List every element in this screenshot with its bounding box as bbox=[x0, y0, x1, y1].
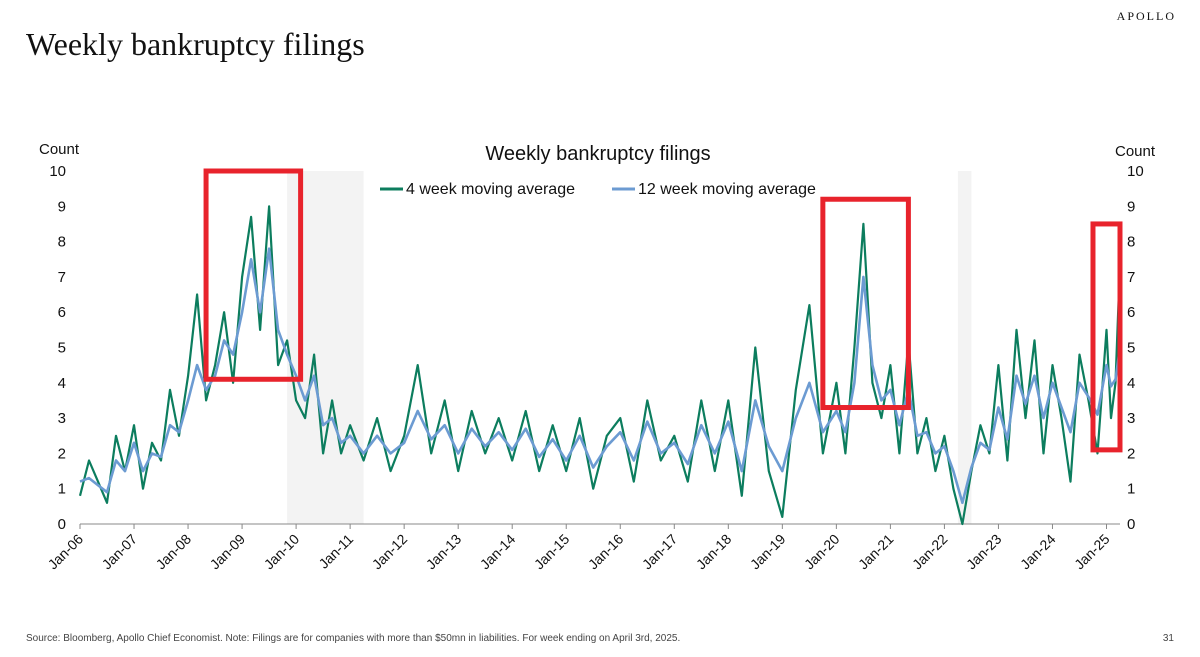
y-tick-right: 2 bbox=[1127, 445, 1135, 462]
x-tick-label: Jan-21 bbox=[855, 531, 897, 573]
legend-label-4wk: 4 week moving average bbox=[406, 181, 575, 198]
y-tick-right: 1 bbox=[1127, 481, 1135, 498]
x-tick-label: Jan-06 bbox=[45, 531, 87, 573]
y-axis-label-left: Count bbox=[39, 141, 80, 158]
x-tick-label: Jan-17 bbox=[639, 531, 681, 573]
y-tick-left: 8 bbox=[58, 234, 66, 251]
x-tick-label: Jan-09 bbox=[207, 531, 249, 573]
highlight-box-3 bbox=[1090, 221, 1123, 453]
y-tick-left: 1 bbox=[58, 481, 66, 498]
x-tick-label: Jan-16 bbox=[585, 531, 627, 573]
y-tick-left: 2 bbox=[58, 445, 66, 462]
x-axis: Jan-06 Jan-07 Jan-08 Jan-09 Jan-10 Jan-11 Jan-… bbox=[45, 523, 1120, 573]
y-tick-right: 7 bbox=[1127, 269, 1135, 286]
y-tick-right: 0 bbox=[1127, 516, 1135, 533]
bankruptcy-chart: Weekly bankruptcy filings Count Count 4 … bbox=[39, 141, 1156, 573]
x-tick-label: Jan-22 bbox=[909, 531, 951, 573]
y-tick-right: 10 bbox=[1127, 163, 1144, 180]
y-tick-right: 4 bbox=[1127, 375, 1135, 392]
y-tick-left: 4 bbox=[58, 375, 66, 392]
legend: 4 week moving average 12 week moving ave… bbox=[380, 181, 816, 198]
highlight-box-1 bbox=[203, 168, 304, 382]
x-tick-label: Jan-14 bbox=[477, 531, 519, 573]
x-tick-label: Jan-12 bbox=[369, 531, 411, 573]
y-tick-left: 7 bbox=[58, 269, 66, 286]
x-tick-label: Jan-18 bbox=[693, 531, 735, 573]
chart-title: Weekly bankruptcy filings bbox=[485, 143, 710, 165]
y-axis-left: 0 1 2 3 4 5 6 7 8 9 10 bbox=[49, 163, 66, 533]
x-tick-label: Jan-25 bbox=[1071, 531, 1113, 573]
x-tick-label: Jan-11 bbox=[315, 531, 356, 572]
x-tick-label: Jan-08 bbox=[153, 531, 195, 573]
x-tick-label: Jan-13 bbox=[423, 531, 465, 573]
y-tick-right: 6 bbox=[1127, 304, 1135, 321]
x-tick-label: Jan-10 bbox=[261, 531, 303, 573]
legend-label-12wk: 12 week moving average bbox=[638, 181, 816, 198]
x-tick-label: Jan-24 bbox=[1017, 531, 1059, 573]
y-tick-right: 9 bbox=[1127, 198, 1135, 215]
x-tick-label: Jan-07 bbox=[99, 531, 141, 573]
x-tick-label: Jan-19 bbox=[747, 531, 789, 573]
y-tick-left: 3 bbox=[58, 410, 66, 427]
y-axis-right: 0 1 2 3 4 5 6 7 8 9 10 bbox=[1127, 163, 1144, 533]
y-axis-label-right: Count bbox=[1115, 143, 1156, 160]
y-tick-left: 9 bbox=[58, 198, 66, 215]
y-tick-left: 0 bbox=[58, 516, 66, 533]
shade-band-1 bbox=[957, 171, 972, 524]
page-number: 31 bbox=[1162, 633, 1174, 644]
y-tick-right: 8 bbox=[1127, 234, 1135, 251]
highlight-box-2 bbox=[820, 196, 911, 411]
brand-logo: APOLLO bbox=[1116, 9, 1176, 23]
y-tick-left: 6 bbox=[58, 304, 66, 321]
y-tick-left: 5 bbox=[58, 340, 66, 357]
y-tick-right: 5 bbox=[1127, 340, 1135, 357]
page-title: Weekly bankruptcy filings bbox=[26, 26, 365, 62]
footer-source-note: Source: Bloomberg, Apollo Chief Economis… bbox=[26, 633, 681, 644]
x-tick-label: Jan-20 bbox=[801, 531, 843, 573]
series-line-12wk bbox=[79, 247, 1122, 505]
x-tick-label: Jan-23 bbox=[963, 531, 1005, 573]
y-tick-left: 10 bbox=[49, 163, 66, 180]
y-tick-right: 3 bbox=[1127, 410, 1135, 427]
x-tick-label: Jan-15 bbox=[531, 531, 573, 573]
